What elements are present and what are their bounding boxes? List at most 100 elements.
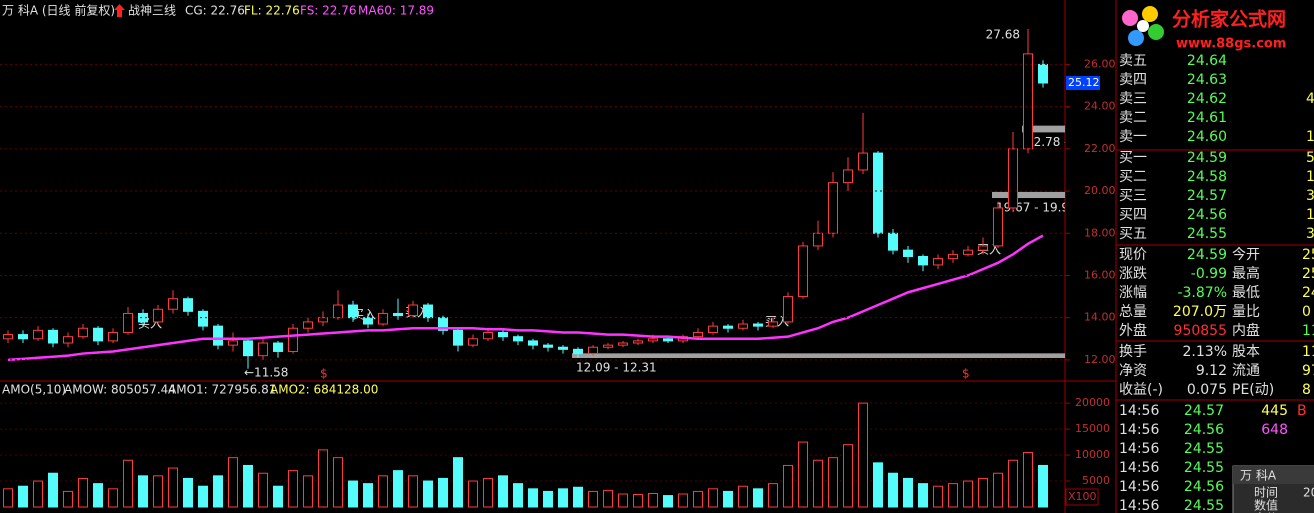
volume-bar — [618, 493, 628, 508]
volume-bar — [993, 472, 1003, 508]
volume-bar — [18, 485, 28, 508]
last-price-label: 25.12 — [1068, 76, 1100, 89]
volume-bar — [198, 485, 208, 508]
volume-bar — [228, 457, 238, 508]
candle-body — [198, 310, 208, 327]
volume-bar — [33, 480, 43, 508]
candle-body — [318, 317, 328, 323]
volume-bar — [558, 488, 568, 508]
volume-tick-label: 5000 — [1082, 474, 1110, 487]
candle-body — [93, 327, 103, 342]
volume-bar — [888, 472, 898, 508]
tick-price: 24.57 — [1184, 403, 1224, 419]
range-bar — [992, 191, 1065, 199]
candle-body — [483, 331, 493, 340]
volume-bar — [828, 457, 838, 508]
volume-bar — [603, 489, 613, 508]
candle-body — [798, 245, 808, 298]
order-label: 卖二 — [1119, 110, 1147, 126]
volume-bar — [588, 490, 598, 508]
tick-time: 14:56 — [1119, 441, 1159, 457]
candle-body — [3, 334, 13, 340]
volume-bar — [1008, 459, 1018, 508]
volume-bar — [213, 475, 223, 508]
volume-bar — [243, 464, 253, 508]
volume-bar — [303, 475, 313, 508]
order-label: 卖四 — [1119, 72, 1147, 88]
volume-bar — [483, 477, 493, 508]
volume-bar — [843, 444, 853, 508]
volume-bar — [933, 485, 943, 508]
quote-value: 97 — [1302, 363, 1314, 379]
order-price: 24.59 — [1187, 150, 1227, 166]
volume-tick-label: 20000 — [1075, 396, 1110, 409]
volume-bar — [63, 490, 73, 508]
candle-body — [138, 312, 148, 323]
candle-body — [1023, 53, 1033, 150]
volume-bar — [3, 488, 13, 508]
volume-bar — [708, 488, 718, 508]
order-price: 24.58 — [1187, 169, 1227, 185]
volume-indicator: AMO(5,10) — [2, 383, 66, 397]
candle-body — [153, 308, 163, 323]
order-volume: 39 — [1306, 226, 1314, 242]
volume-bar — [633, 494, 643, 508]
quote-label: PE(动) — [1232, 382, 1274, 398]
order-label: 卖一 — [1119, 129, 1147, 145]
tick-time: 14:56 — [1119, 422, 1159, 438]
volume-bar — [93, 483, 103, 508]
ma60-line — [7, 234, 1044, 362]
volume-bar — [903, 477, 913, 508]
quote-label: 外盘 — [1119, 322, 1147, 339]
volume-bar — [318, 449, 328, 508]
order-label: 买三 — [1119, 188, 1147, 204]
volume-bar — [738, 485, 748, 508]
tick-time: 14:56 — [1119, 498, 1159, 513]
volume-bar — [978, 477, 988, 508]
ma60-value: MA60: 17.89 — [358, 4, 434, 18]
volume-bar — [678, 493, 688, 508]
tick-time: 14:56 — [1119, 460, 1159, 476]
volume-bar — [168, 467, 178, 508]
candle-body — [663, 338, 673, 342]
volume-bar — [663, 495, 673, 508]
tick-price: 24.56 — [1184, 479, 1224, 495]
candle-body — [693, 331, 703, 338]
candle-body — [78, 327, 88, 338]
indicator-name: 战神三线 — [128, 4, 176, 18]
volume-bar — [48, 472, 58, 508]
quote-value: 11 — [1302, 344, 1314, 360]
tick-price: 24.55 — [1184, 460, 1224, 476]
quote-label: 最高 — [1232, 265, 1260, 282]
y-tick-label: 22.00 — [1084, 142, 1116, 155]
range-bar — [1022, 125, 1065, 133]
amow-value: AMOW: 805057.44 — [64, 383, 176, 397]
candle-body — [828, 182, 838, 234]
volume-bar — [273, 485, 283, 508]
volume-bar — [453, 457, 463, 508]
order-label: 买四 — [1119, 207, 1147, 223]
quote-label: 净资 — [1119, 363, 1147, 379]
tick-side: B — [1297, 403, 1307, 419]
quote-label: 收益(-) — [1119, 382, 1163, 398]
order-volume: 1 — [1306, 129, 1314, 145]
candle-body — [783, 296, 793, 323]
quote-value: -3.87% — [1177, 285, 1227, 301]
amo2-value: AMO2: 684128.00 — [270, 383, 378, 397]
quote-value: 111. — [1302, 323, 1314, 339]
tick-volume: 445 — [1261, 403, 1288, 419]
candle-body — [453, 329, 463, 346]
candle-body — [543, 344, 553, 348]
candle-body — [63, 336, 73, 344]
candle-body — [243, 340, 253, 357]
tick-volume: 648 — [1261, 422, 1288, 438]
candle-body — [378, 312, 388, 325]
candle-body — [843, 169, 853, 184]
order-price: 24.55 — [1187, 226, 1227, 242]
candle-body — [963, 249, 973, 255]
quote-value: 207.0万 — [1173, 304, 1227, 320]
candle-body — [333, 304, 343, 319]
volume-bar — [858, 402, 868, 508]
candle-body — [18, 334, 28, 340]
